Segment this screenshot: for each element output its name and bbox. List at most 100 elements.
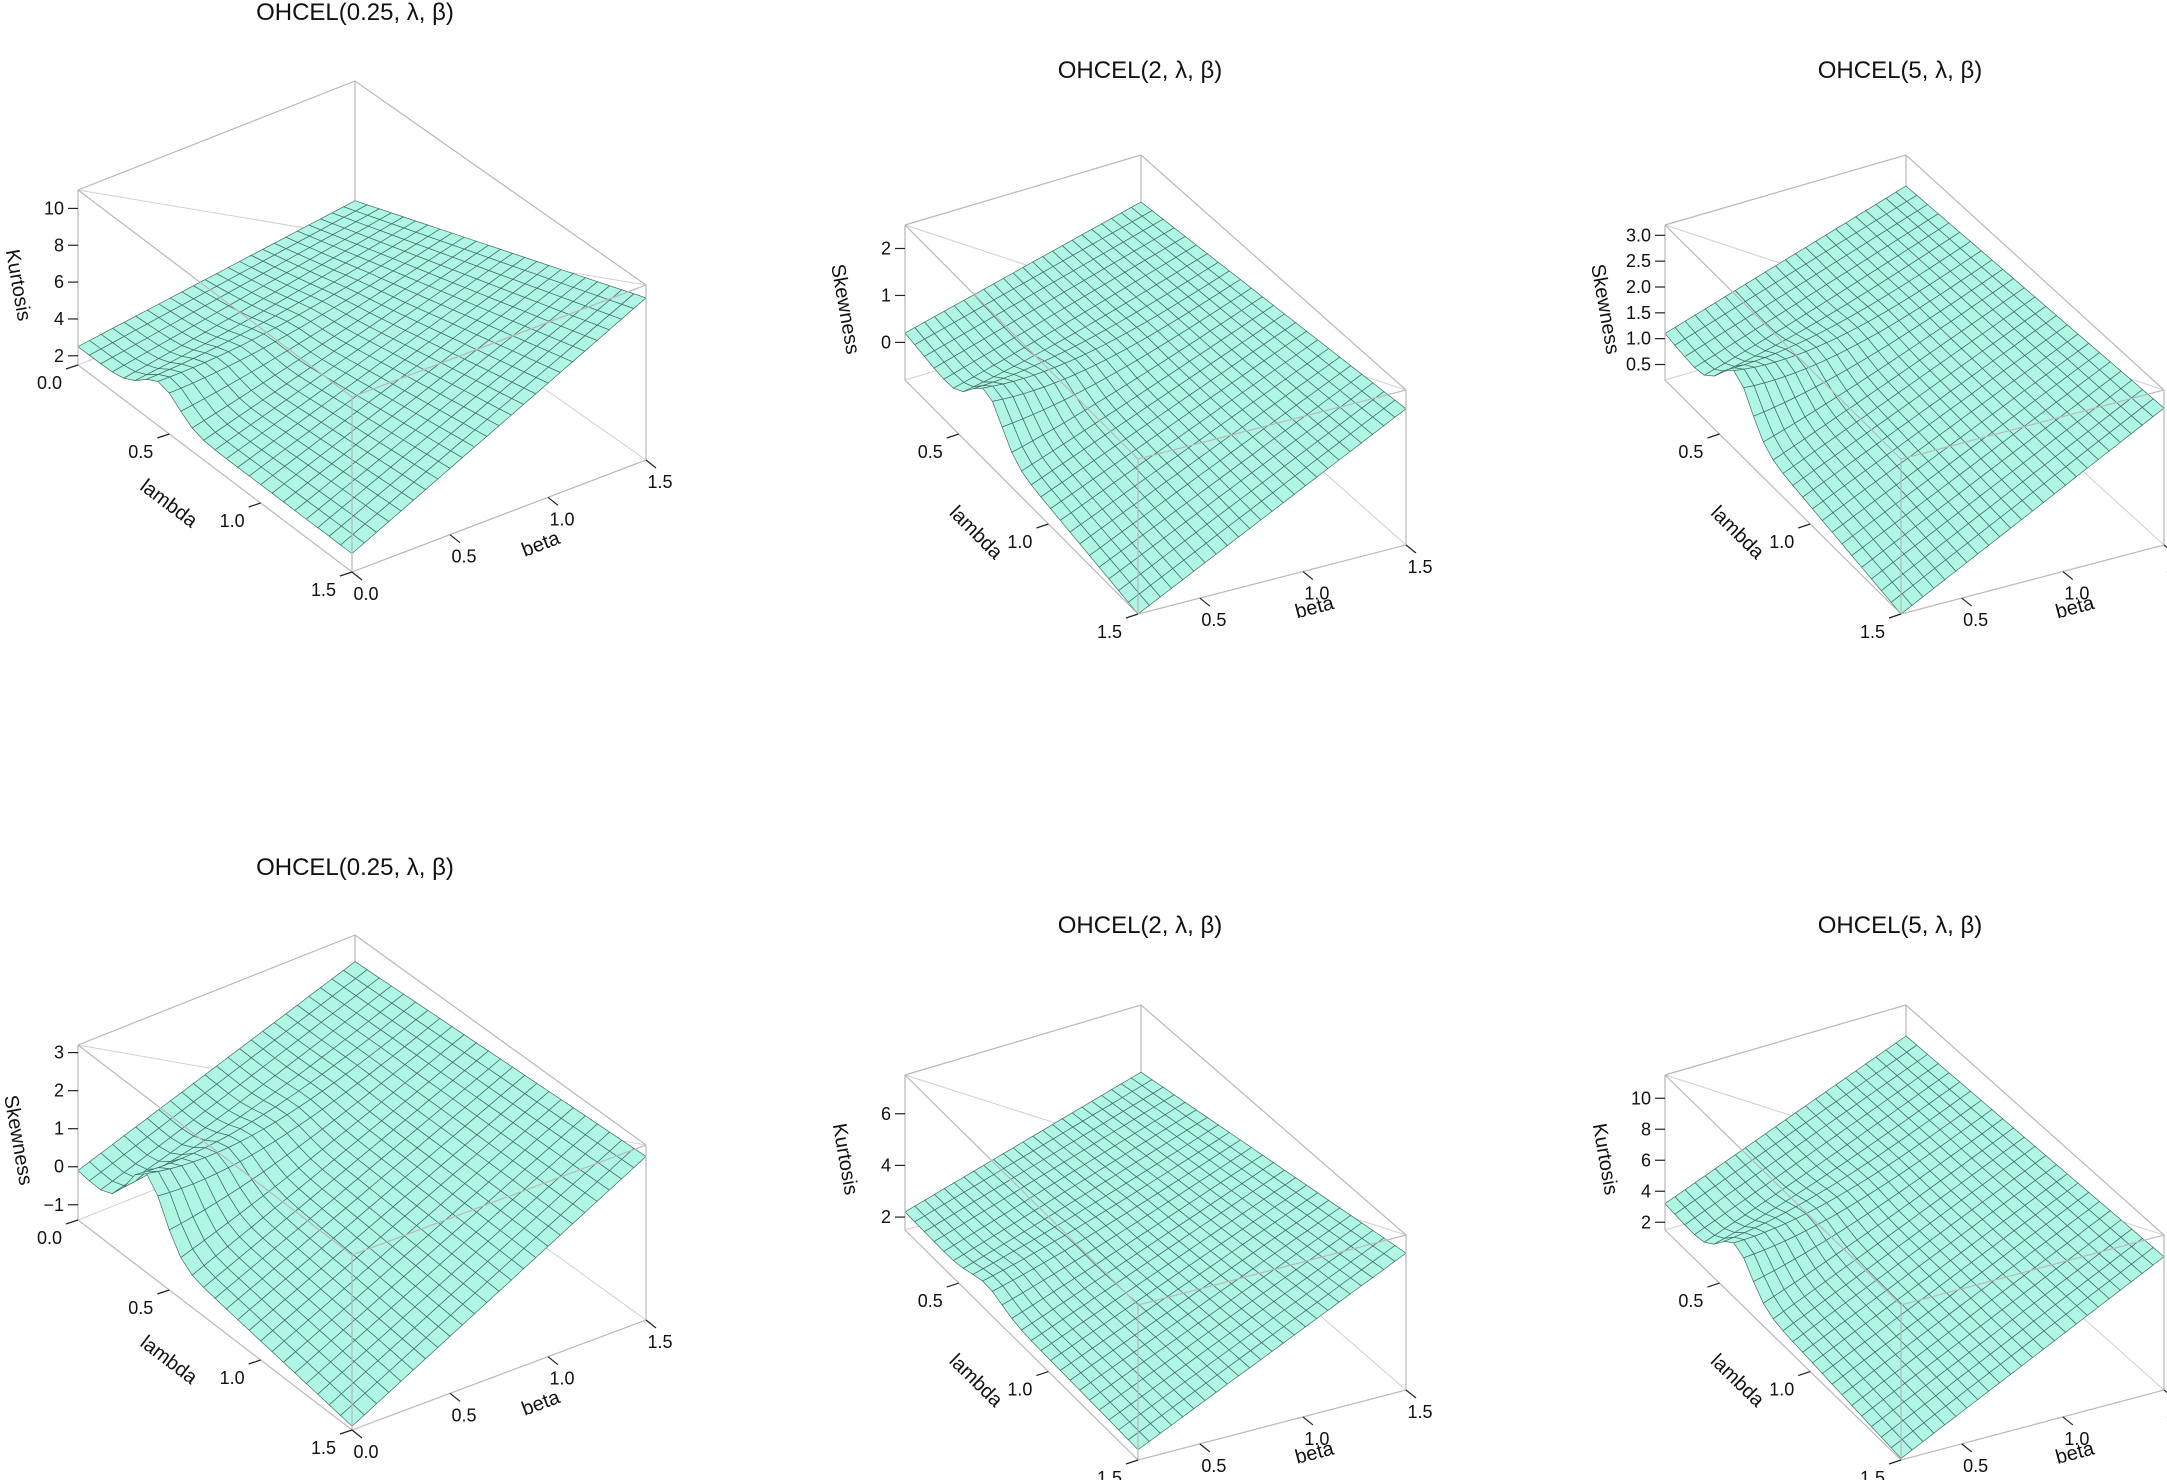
beta-tick-label: 0.5 xyxy=(1201,1456,1226,1476)
lambda-tick-label: 0.5 xyxy=(918,1291,943,1311)
box-top-back xyxy=(1664,154,2165,391)
beta-tick-mark xyxy=(449,1392,461,1402)
beta-tick-label: 0.5 xyxy=(1201,610,1226,630)
beta-tick-mark xyxy=(547,1356,559,1366)
beta-tick-mark xyxy=(351,571,363,581)
lambda-tick-label: 1.0 xyxy=(1769,532,1794,552)
z-tick-label: 8 xyxy=(1641,1119,1651,1139)
z-axis-label: Skewness xyxy=(0,1093,37,1187)
beta-tick-label: 1.0 xyxy=(2064,584,2089,604)
surface-mesh xyxy=(77,961,647,1427)
lambda-tick-label: 1.0 xyxy=(1007,532,1032,552)
beta-tick-label: 1.5 xyxy=(2165,557,2167,577)
z-tick-label: 4 xyxy=(54,309,64,329)
beta-tick-mark xyxy=(645,1319,657,1329)
surface-mesh xyxy=(904,1071,1407,1451)
lambda-tick-mark xyxy=(248,502,261,508)
panel-title: OHCEL(5, λ, β) xyxy=(1818,57,1983,84)
lambda-tick-mark xyxy=(1036,1370,1049,1377)
beta-tick-mark xyxy=(1199,597,1211,607)
beta-tick-mark xyxy=(547,496,559,506)
z-tick-label: 3 xyxy=(54,1043,64,1063)
lambda-tick-label: 1.5 xyxy=(1860,1468,1885,1480)
box-top-front xyxy=(77,1044,647,1256)
panel-title: OHCEL(0.25, λ, β) xyxy=(256,854,454,881)
z-tick-label: 0.5 xyxy=(1626,355,1651,375)
beta-tick-mark xyxy=(449,534,461,544)
lambda-axis-label: lambda xyxy=(136,1332,202,1390)
lambda-tick-label: 0.5 xyxy=(1678,1291,1703,1311)
box-top-front xyxy=(77,189,647,398)
z-tick-label: 0 xyxy=(54,1157,64,1177)
surface-mesh xyxy=(77,200,647,555)
lambda-tick-label: 1.5 xyxy=(1097,622,1122,642)
surface-panel-3: OHCEL(5, λ, β) 0.5 1.0 1.5 lambda 0.5 1.0 1.5 be… xyxy=(1586,57,2167,642)
z-tick-label: 1 xyxy=(881,285,891,305)
lambda-tick-mark xyxy=(248,1359,261,1365)
lambda-tick-label: 1.0 xyxy=(220,1368,245,1388)
lambda-tick-mark xyxy=(1036,523,1049,529)
beta-tick-label: 0.5 xyxy=(1963,1456,1988,1476)
lambda-tick-label: 0.0 xyxy=(37,1228,62,1248)
lambda-tick-mark xyxy=(1707,433,1720,439)
beta-tick-label: 1.5 xyxy=(647,472,672,492)
z-tick-label: 2 xyxy=(54,346,64,366)
z-tick-label: 2.0 xyxy=(1626,277,1651,297)
z-tick-label: 3.0 xyxy=(1626,225,1651,245)
lambda-axis-label: lambda xyxy=(945,1350,1008,1412)
beta-axis-label: beta xyxy=(1293,1437,1337,1468)
z-tick-label: 1.5 xyxy=(1626,303,1651,323)
beta-axis-label: beta xyxy=(1293,592,1337,623)
panel-title: OHCEL(2, λ, β) xyxy=(1058,57,1223,84)
beta-axis-label: beta xyxy=(2053,592,2097,623)
z-tick-label: 6 xyxy=(1641,1150,1651,1170)
beta-tick-label: 1.0 xyxy=(2064,1429,2089,1449)
beta-tick-mark xyxy=(2062,571,2074,581)
box-top-front xyxy=(904,1074,1407,1306)
z-axis-label: Kurtosis xyxy=(1588,1122,1622,1197)
z-tick-label: 4 xyxy=(881,1155,891,1175)
beta-tick-mark xyxy=(1405,544,1417,554)
lambda-tick-label: 1.5 xyxy=(1097,1468,1122,1480)
lambda-axis-label: lambda xyxy=(1706,502,1769,564)
surface-mesh xyxy=(1664,185,2165,615)
z-axis-label: Skewness xyxy=(826,262,863,356)
beta-tick-mark xyxy=(2163,1389,2167,1394)
lambda-tick-label: 1.0 xyxy=(1007,1380,1032,1400)
z-tick-label: 6 xyxy=(54,272,64,292)
lambda-tick-label: 1.0 xyxy=(1769,1380,1794,1400)
beta-tick-label: 0.5 xyxy=(451,1405,476,1425)
z-tick-label: −1 xyxy=(43,1195,64,1215)
lambda-tick-label: 0.5 xyxy=(128,442,153,462)
lambda-tick-mark xyxy=(157,1289,170,1295)
beta-tick-label: 1.5 xyxy=(1407,557,1432,577)
lambda-axis-label: lambda xyxy=(945,502,1008,565)
beta-tick-mark xyxy=(645,459,657,469)
lambda-tick-label: 0.5 xyxy=(128,1298,153,1318)
lambda-tick-mark xyxy=(339,1429,353,1435)
z-axis-label: Kurtosis xyxy=(1,248,35,323)
z-tick-label: 10 xyxy=(44,198,64,218)
beta-tick-label: 0.0 xyxy=(353,584,378,604)
lambda-tick-label: 1.0 xyxy=(220,511,245,531)
lambda-tick-label: 0.5 xyxy=(918,442,943,462)
box-top-back xyxy=(1664,1004,2165,1236)
beta-axis-label: beta xyxy=(519,1386,564,1421)
box-top-back xyxy=(77,934,647,1146)
lambda-tick-mark xyxy=(1888,1459,1902,1465)
z-tick-label: 2 xyxy=(54,1081,64,1101)
beta-tick-label: 1.0 xyxy=(549,1369,574,1389)
box-top-front xyxy=(904,224,1407,460)
z-tick-label: 1 xyxy=(54,1119,64,1139)
surface-panel-2: OHCEL(2, λ, β) 0.5 1.0 1.5 lambda 0.5 1.0 1.5 be… xyxy=(826,57,1432,642)
box-top-front xyxy=(1664,1074,2165,1306)
lambda-tick-mark xyxy=(946,1282,959,1288)
beta-tick-mark xyxy=(2163,544,2167,549)
beta-axis-label: beta xyxy=(519,527,564,562)
lambda-tick-label: 1.5 xyxy=(311,580,336,600)
beta-tick-mark xyxy=(1199,1443,1211,1453)
panel-title: OHCEL(5, λ, β) xyxy=(1818,912,1983,939)
beta-tick-label: 1.0 xyxy=(1304,1429,1329,1449)
z-tick-label: 2 xyxy=(1641,1212,1651,1232)
